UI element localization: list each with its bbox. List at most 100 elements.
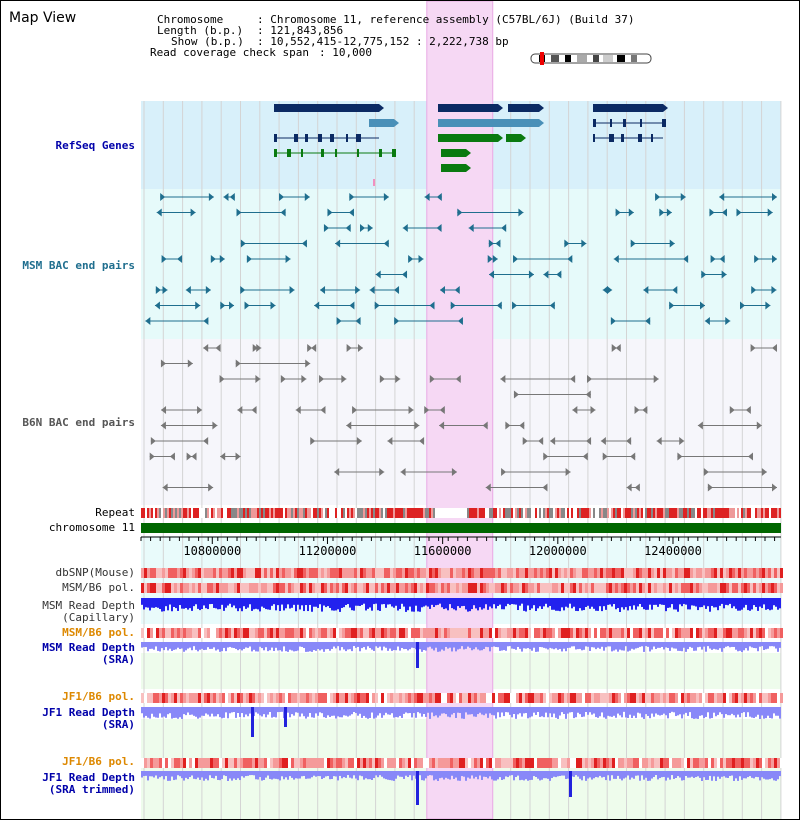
- msm-b6-pol-strip-2: [435, 628, 438, 638]
- dbsnp-strip: [588, 568, 591, 578]
- dbsnp-strip: [207, 568, 210, 578]
- jf1-sra-depth: [467, 707, 469, 715]
- msm-capillary-depth: [343, 598, 345, 608]
- msm-capillary-depth: [253, 598, 255, 610]
- msm-b6-pol-strip: [630, 583, 633, 593]
- repeat-segment: [715, 508, 717, 518]
- msm-b6-pol-strip: [267, 583, 270, 593]
- repeat-segment: [477, 508, 479, 518]
- msm-sra-depth: [723, 642, 725, 649]
- msm-b6-pol-strip-2: [441, 628, 444, 638]
- jf1-b6-pol-strip: [600, 693, 603, 703]
- msm-sra-depth: [633, 642, 635, 650]
- dbsnp-strip: [357, 568, 360, 578]
- repeat-segment: [727, 508, 729, 518]
- dbsnp-strip: [201, 568, 204, 578]
- jf1-b6-pol-strip: [660, 693, 663, 703]
- jf1-b6-pol-strip-2: [408, 758, 411, 768]
- jf1-trim-depth: [159, 771, 161, 778]
- jf1-sra-depth: [161, 707, 163, 718]
- jf1-sra-depth: [529, 707, 531, 718]
- msm-capillary-depth: [155, 598, 157, 608]
- jf1-b6-pol-strip-2: [264, 758, 267, 768]
- msm-b6-pol-strip: [771, 583, 774, 593]
- jf1-b6-pol-strip-2: [702, 758, 705, 768]
- msm-capillary-depth: [477, 598, 479, 611]
- jf1-sra-depth: [365, 707, 367, 718]
- b6n-bac-end: [220, 452, 226, 461]
- jf1-trim-depth: [181, 771, 183, 779]
- jf1-sra-depth: [145, 707, 147, 716]
- msm-b6-pol-strip-2: [642, 628, 645, 638]
- msm-b6-pol-strip-2: [675, 628, 678, 638]
- jf1-b6-pol-strip: [144, 693, 147, 703]
- dbsnp-strip: [768, 568, 771, 578]
- msm-b6-pol-strip: [228, 583, 231, 593]
- msm-b6-pol-strip-2: [756, 628, 759, 638]
- dbsnp-strip: [213, 568, 216, 578]
- msm-b6-pol-strip: [222, 583, 225, 593]
- jf1-b6-pol-strip-2: [753, 758, 756, 768]
- msm-b6-pol-strip: [510, 583, 513, 593]
- jf1-sra-depth: [367, 707, 369, 719]
- repeat-segment: [667, 508, 669, 518]
- msm-capillary-depth: [647, 598, 649, 610]
- jf1-b6-pol-strip-2: [387, 758, 390, 768]
- jf1-trim-depth: [339, 771, 341, 776]
- msm-b6-pol-strip: [696, 583, 699, 593]
- jf1-b6-pol-strip: [705, 693, 708, 703]
- msm-b6-pol-strip-2: [681, 628, 684, 638]
- refseq-gene: [369, 119, 394, 127]
- jf1-b6-pol-strip: [474, 693, 477, 703]
- jf1-trim-depth: [719, 771, 721, 779]
- dbsnp-strip: [744, 568, 747, 578]
- msm-b6-pol-strip-2: [282, 628, 285, 638]
- msm-capillary-depth: [731, 598, 733, 609]
- jf1-sra-depth: [241, 707, 243, 714]
- repeat-segment: [375, 508, 377, 518]
- jf1-trim-depth: [313, 771, 315, 776]
- msm-capillary-depth: [233, 598, 235, 606]
- msm-bac-end: [564, 239, 570, 248]
- msm-b6-pol-strip-2: [228, 628, 231, 638]
- msm-sra-depth: [203, 642, 205, 651]
- jf1-b6-pol-strip-2: [678, 758, 681, 768]
- jf1-trim-depth: [761, 771, 763, 778]
- jf1-trim-depth: [193, 771, 195, 779]
- msm-b6-pol-strip-2: [306, 628, 309, 638]
- msm-sra-depth: [637, 642, 639, 648]
- msm-capillary-depth: [653, 598, 655, 605]
- b6n-bac-end: [197, 406, 203, 414]
- axis-tick-label: 11600000: [414, 544, 472, 558]
- repeat-segment: [609, 508, 611, 518]
- repeat-segment: [145, 508, 147, 518]
- msm-bac-end: [369, 286, 375, 294]
- msm-b6-pol-strip: [405, 583, 408, 593]
- msm-b6-pol-strip-2: [540, 628, 543, 638]
- jf1-sra-depth: [337, 707, 339, 717]
- repeat-segment: [179, 508, 181, 518]
- dbsnp-strip: [465, 568, 468, 578]
- repeat-segment: [773, 508, 775, 518]
- jf1-sra-depth: [481, 707, 483, 715]
- jf1-b6-pol-strip-2: [309, 758, 312, 768]
- repeat-segment: [349, 508, 351, 518]
- repeat-segment: [565, 508, 567, 518]
- axis-tick-label: 12400000: [644, 544, 702, 558]
- msm-bac-end: [567, 255, 573, 263]
- msm-sra-depth: [267, 642, 269, 652]
- msm-b6-pol-strip-2: [666, 628, 669, 638]
- dbsnp-strip: [330, 568, 333, 578]
- repeat-segment: [239, 508, 241, 518]
- msm-capillary-depth: [173, 598, 175, 608]
- msm-bac-end: [336, 317, 342, 325]
- jf1-trim-depth: [667, 771, 669, 778]
- jf1-sra-depth: [229, 707, 231, 714]
- jf1-trim-depth: [645, 771, 647, 778]
- jf1-sra-depth: [527, 707, 529, 719]
- dbsnp-strip: [771, 568, 774, 578]
- jf1-b6-pol-strip-2: [588, 758, 591, 768]
- b6n-bac-end: [586, 375, 592, 383]
- jf1-trim-depth: [473, 771, 475, 779]
